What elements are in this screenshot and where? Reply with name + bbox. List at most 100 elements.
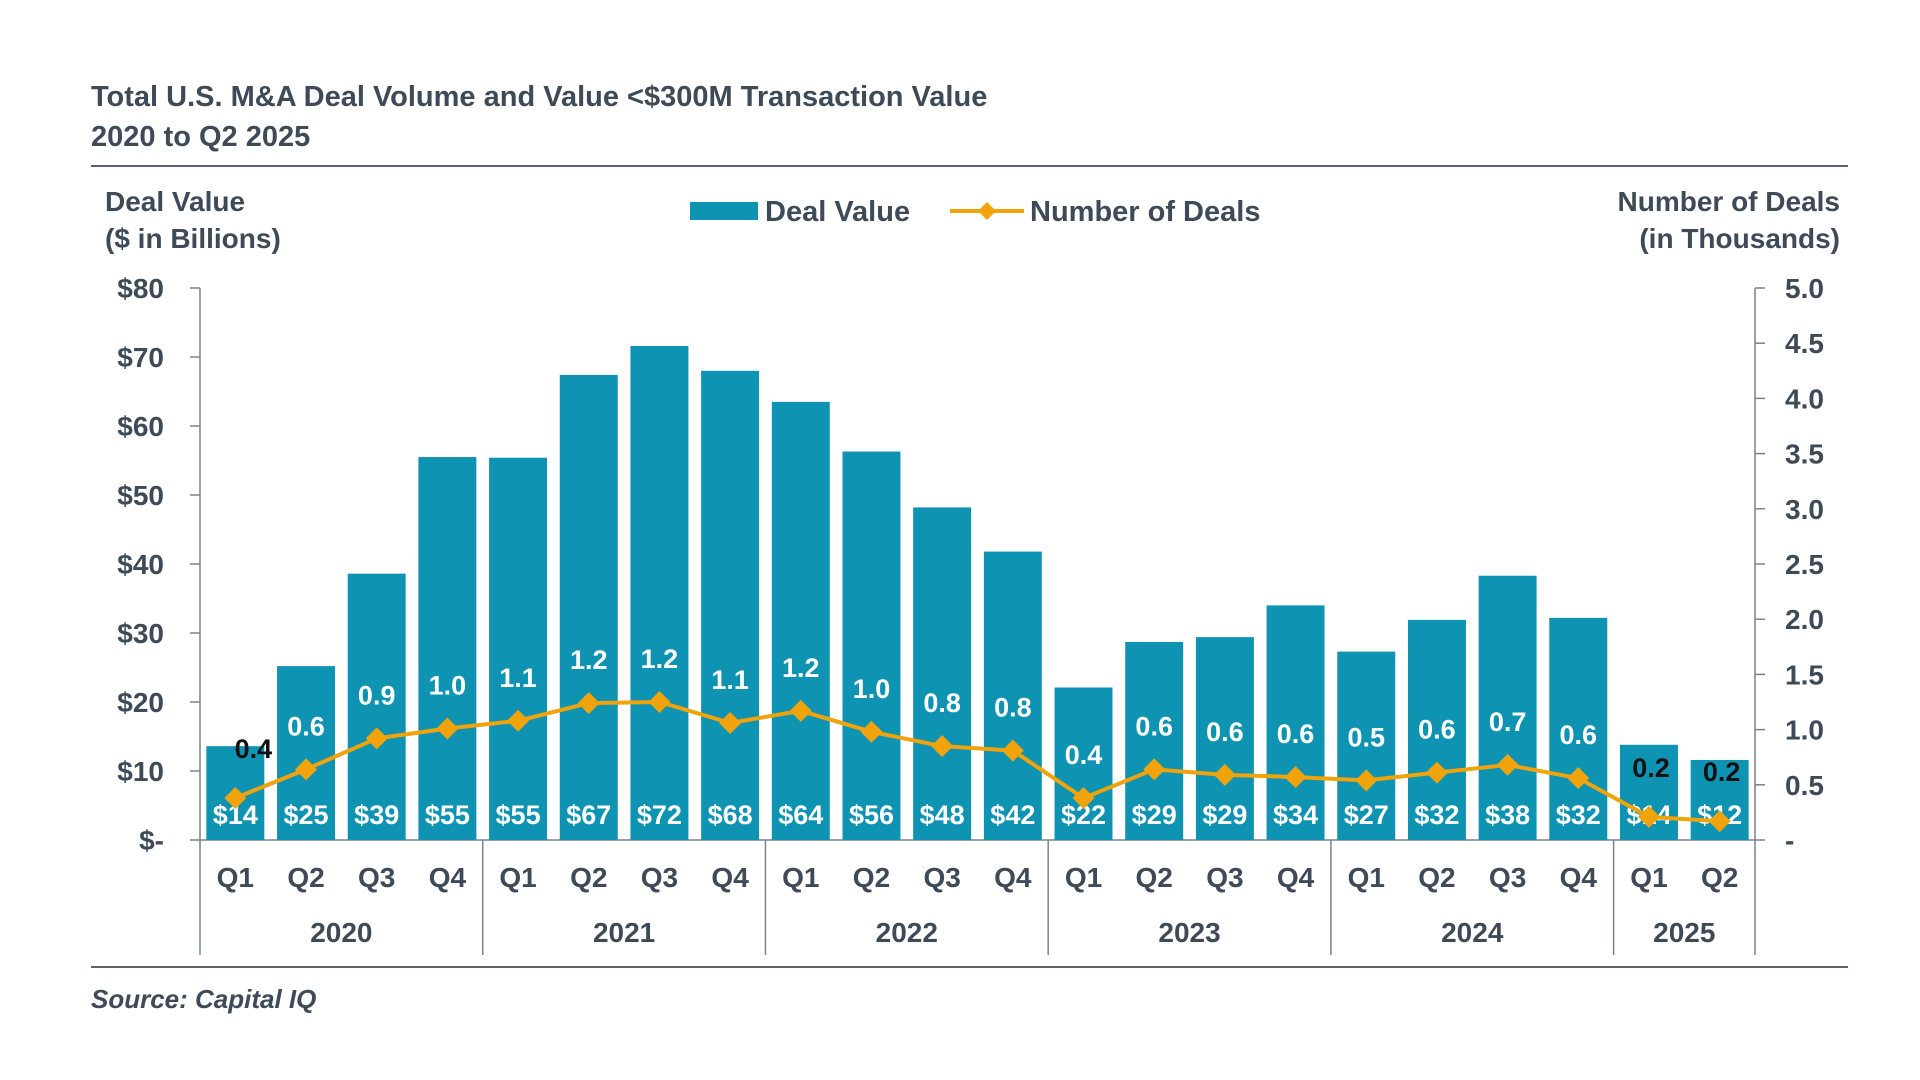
deals-value-label: 0.6 — [1206, 717, 1244, 747]
right-tick-label: 2.5 — [1785, 549, 1824, 580]
x-category-label: Q3 — [1489, 862, 1526, 893]
deals-value-label: 0.6 — [1277, 719, 1315, 749]
left-tick-label: $80 — [117, 273, 164, 304]
bar — [1407, 619, 1466, 840]
deals-marker — [1284, 766, 1307, 789]
bar — [1337, 651, 1396, 840]
x-category-label: Q3 — [923, 862, 960, 893]
bar-value-label: $25 — [283, 800, 328, 830]
bar — [701, 370, 760, 840]
deals-marker — [931, 735, 954, 758]
right-axis-title-line1: Number of Deals — [1618, 186, 1841, 217]
bar-value-label: $67 — [566, 800, 611, 830]
deals-value-label: 0.9 — [358, 680, 396, 710]
x-category-label: Q4 — [429, 862, 467, 893]
bar-value-label: $72 — [637, 800, 682, 830]
deals-marker — [1637, 805, 1660, 828]
x-category-label: Q2 — [287, 862, 324, 893]
deals-value-label: 0.5 — [1347, 722, 1385, 752]
legend-line-label: Number of Deals — [1030, 196, 1260, 228]
chart-title: Total U.S. M&A Deal Volume and Value <$3… — [91, 81, 987, 113]
bar — [1195, 637, 1254, 840]
x-category-label: Q2 — [1136, 862, 1173, 893]
deals-value-label: 1.0 — [429, 670, 467, 700]
bar-value-label: $34 — [1273, 800, 1318, 830]
x-group-label: 2021 — [593, 917, 655, 948]
x-category-label: Q1 — [1065, 862, 1102, 893]
deals-marker — [1567, 767, 1590, 790]
x-category-label: Q2 — [1418, 862, 1455, 893]
bar-value-label: $29 — [1132, 800, 1177, 830]
right-tick-label: 3.5 — [1785, 439, 1824, 470]
left-axis-title-line1: Deal Value — [105, 186, 245, 217]
deals-value-label: 1.1 — [499, 663, 537, 693]
bar — [913, 507, 972, 840]
x-category-label: Q1 — [217, 862, 254, 893]
x-category-label: Q2 — [570, 862, 607, 893]
deals-marker — [1496, 753, 1519, 776]
right-tick-label: 3.0 — [1785, 494, 1824, 525]
deals-value-label: 1.0 — [853, 674, 891, 704]
bar — [489, 457, 548, 840]
bar — [347, 573, 406, 840]
deals-value-label: 0.2 — [1632, 753, 1670, 783]
bar — [983, 551, 1042, 840]
bar-value-label: $55 — [496, 800, 541, 830]
deals-value-label: 1.2 — [570, 645, 608, 675]
bar — [277, 666, 336, 840]
right-tick-label: 5.0 — [1785, 273, 1824, 304]
bar — [1549, 617, 1608, 840]
left-tick-label: $70 — [117, 342, 164, 373]
deals-marker — [436, 717, 459, 740]
bar-value-label: $42 — [990, 800, 1035, 830]
x-category-label: Q4 — [711, 862, 749, 893]
x-group-label: 2020 — [310, 917, 372, 948]
bar — [630, 345, 689, 840]
source-note: Source: Capital IQ — [91, 984, 316, 1014]
deals-marker — [577, 692, 600, 715]
bar-value-label: $68 — [708, 800, 753, 830]
left-axis-title-line2: ($ in Billions) — [105, 223, 281, 254]
chart-subtitle: 2020 to Q2 2025 — [91, 121, 310, 153]
x-group-label: 2022 — [876, 917, 938, 948]
deals-value-label: 0.2 — [1703, 757, 1741, 787]
bar — [1266, 605, 1325, 840]
bar — [842, 451, 901, 840]
bar-value-label: $56 — [849, 800, 894, 830]
bar-value-label: $48 — [920, 800, 965, 830]
deals-value-label: 0.4 — [235, 734, 273, 764]
x-category-label: Q1 — [1630, 862, 1667, 893]
deals-value-label: 0.8 — [923, 688, 961, 718]
x-category-label: Q4 — [994, 862, 1032, 893]
bar — [559, 374, 618, 840]
right-axis-title-line2: (in Thousands) — [1639, 223, 1840, 254]
x-category-label: Q3 — [1206, 862, 1243, 893]
x-category-label: Q2 — [1701, 862, 1738, 893]
deals-marker — [1425, 761, 1448, 784]
x-group-label: 2024 — [1441, 917, 1504, 948]
deals-marker — [507, 709, 530, 732]
deals-value-label: 0.6 — [1135, 711, 1173, 741]
deals-value-label: 0.8 — [994, 693, 1032, 723]
deals-marker — [1708, 810, 1731, 833]
left-tick-label: $10 — [117, 756, 164, 787]
deals-marker — [1143, 758, 1166, 781]
legend-diamond-marker — [978, 202, 996, 220]
deals-marker — [1355, 769, 1378, 792]
bar-value-label: $38 — [1485, 800, 1530, 830]
bar-value-label: $39 — [354, 800, 399, 830]
x-group-label: 2025 — [1653, 917, 1715, 948]
deals-marker — [1001, 739, 1024, 762]
bar-value-label: $29 — [1202, 800, 1247, 830]
deals-value-label: 1.1 — [711, 665, 749, 695]
deals-value-label: 0.7 — [1489, 707, 1527, 737]
right-tick-label: 1.5 — [1785, 659, 1824, 690]
deals-value-label: 0.6 — [1560, 720, 1598, 750]
right-tick-label: 0.5 — [1785, 770, 1824, 801]
legend-bar-label: Deal Value — [765, 196, 910, 228]
deals-marker — [719, 711, 742, 734]
deals-marker — [1072, 787, 1095, 810]
right-tick-label: 2.0 — [1785, 604, 1824, 635]
left-tick-label: $- — [139, 825, 164, 856]
